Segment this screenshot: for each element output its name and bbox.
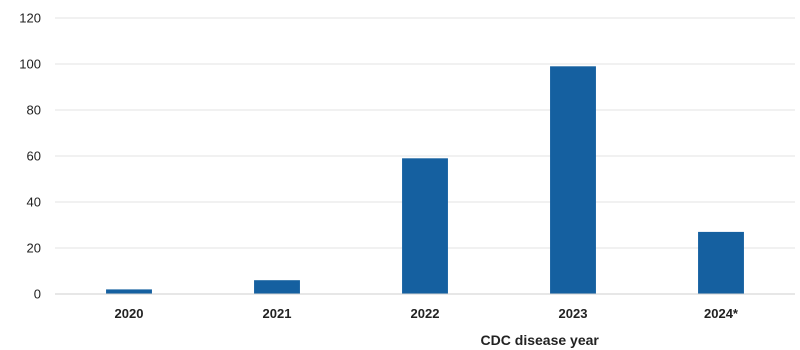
bar-2020 xyxy=(106,289,152,294)
bar-2024 xyxy=(698,231,744,294)
y-tick-label-120: 120 xyxy=(19,11,41,26)
x-tick-label-2020: 2020 xyxy=(115,306,144,321)
bar-2023 xyxy=(550,66,596,294)
bar-2022 xyxy=(402,158,448,294)
y-tick-label-100: 100 xyxy=(19,57,41,72)
y-tick-label-20: 20 xyxy=(27,241,41,256)
x-axis-title: CDC disease year xyxy=(481,332,600,348)
y-tick-label-0: 0 xyxy=(34,287,41,302)
y-tick-label-80: 80 xyxy=(27,103,41,118)
y-tick-label-60: 60 xyxy=(27,149,41,164)
y-tick-label-40: 40 xyxy=(27,195,41,210)
x-tick-label-2024: 2024* xyxy=(704,306,739,321)
x-axis-ticks: 2020 2021 2022 2023 2024* xyxy=(115,306,739,321)
x-tick-label-2022: 2022 xyxy=(411,306,440,321)
x-tick-label-2023: 2023 xyxy=(559,306,588,321)
bar-2021 xyxy=(254,280,300,294)
x-tick-label-2021: 2021 xyxy=(263,306,292,321)
y-axis-ticks: 0 20 40 60 80 100 120 xyxy=(19,11,41,302)
gridlines xyxy=(55,17,795,249)
bars xyxy=(106,66,744,294)
